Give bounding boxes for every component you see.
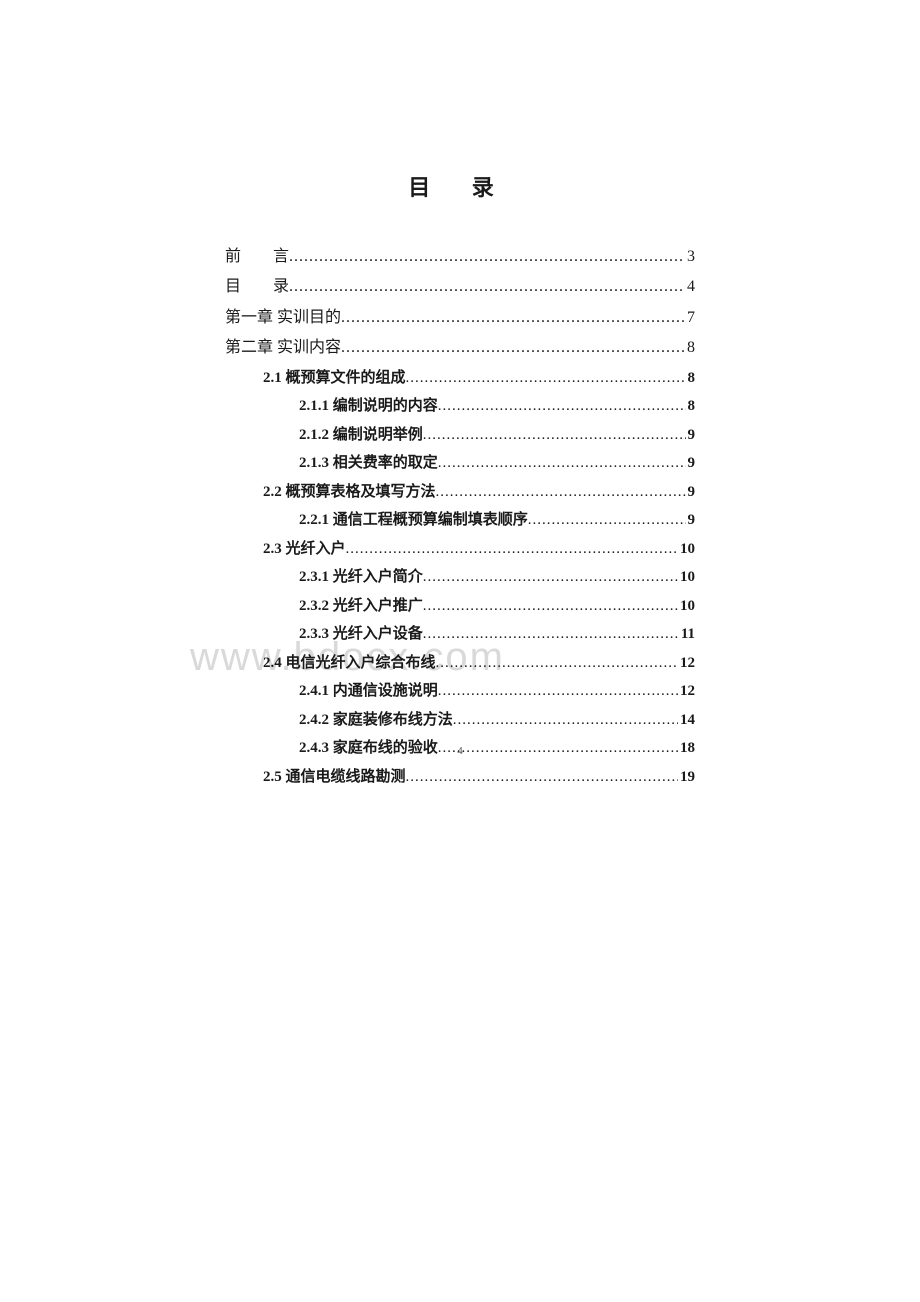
toc-leader-dots: [406, 763, 678, 792]
toc-page-number: 8: [685, 333, 695, 363]
toc-leader-dots: [438, 449, 686, 478]
toc-entry: 2.1 概预算文件的组成 8: [225, 364, 695, 393]
toc-label: 第一章 实训目的: [225, 303, 341, 333]
toc-entry: 前 言 3: [225, 242, 695, 272]
toc-leader-dots: [423, 421, 686, 450]
toc-leader-dots: [438, 734, 678, 763]
toc-leader-dots: [423, 563, 678, 592]
toc-leader-dots: [438, 392, 686, 421]
toc-leader-dots: [346, 535, 678, 564]
toc-page-number: 9: [686, 421, 696, 450]
toc-entry: 2.3.3 光纤入户设备 11: [225, 620, 695, 649]
toc-entry: 2.3.2 光纤入户推广 10: [225, 592, 695, 621]
toc-label: 2.4.1 内通信设施说明: [299, 677, 438, 706]
toc-label: 2.1 概预算文件的组成: [263, 364, 406, 393]
toc-label: 2.4 电信光纤入户综合布线: [263, 649, 436, 678]
toc-page-number: 9: [686, 506, 696, 535]
toc-entry: 2.4.3 家庭布线的验收 18: [225, 734, 695, 763]
toc-page-number: 8: [686, 364, 696, 393]
toc-label: 2.3.1 光纤入户简介: [299, 563, 423, 592]
toc-page-number: 7: [685, 303, 695, 333]
toc-leader-dots: [436, 478, 686, 507]
toc-label: 2.1.3 相关费率的取定: [299, 449, 438, 478]
toc-page-number: 18: [678, 734, 695, 763]
toc-label: 2.3.3 光纤入户设备: [299, 620, 423, 649]
toc-page-number: 14: [678, 706, 695, 735]
toc-page-number: 10: [678, 592, 695, 621]
toc-page-number: 3: [685, 242, 695, 272]
toc-label: 2.5 通信电缆线路勘测: [263, 763, 406, 792]
toc-label: 2.1.1 编制说明的内容: [299, 392, 438, 421]
toc-leader-dots: [341, 333, 685, 363]
toc-entry: 2.4.2 家庭装修布线方法 14: [225, 706, 695, 735]
toc-entry: 2.2 概预算表格及填写方法 9: [225, 478, 695, 507]
toc-label: 2.4.2 家庭装修布线方法: [299, 706, 453, 735]
toc-entry: 2.4 电信光纤入户综合布线 12: [225, 649, 695, 678]
toc-leader-dots: [528, 506, 686, 535]
toc-entry: 第一章 实训目的 7: [225, 303, 695, 333]
toc-entry: 2.1.3 相关费率的取定 9: [225, 449, 695, 478]
toc-title: 目 录: [225, 170, 695, 202]
toc-label: 2.1.2 编制说明举例: [299, 421, 423, 450]
page-container: www.bdocx.com 目 录 前 言3目 录4第一章 实训目的7第二章 实…: [0, 0, 920, 1302]
toc-label: 目 录: [225, 272, 289, 302]
toc-label: 2.2.1 通信工程概预算编制填表顺序: [299, 506, 528, 535]
toc-leader-dots: [436, 649, 678, 678]
toc-leader-dots: [289, 242, 685, 272]
toc-entry: 目 录 4: [225, 272, 695, 302]
toc-entry: 2.5 通信电缆线路勘测 19: [225, 763, 695, 792]
toc-label: 2.3 光纤入户: [263, 535, 346, 564]
toc-leader-dots: [341, 303, 685, 333]
toc-entry: 2.1.1 编制说明的内容 8: [225, 392, 695, 421]
toc-entry: 2.3.1 光纤入户简介 10: [225, 563, 695, 592]
toc-label: 前 言: [225, 242, 289, 272]
toc-page-number: 4: [685, 272, 695, 302]
toc-leader-dots: [289, 272, 685, 302]
toc-page-number: 10: [678, 563, 695, 592]
toc-page-number: 9: [686, 478, 696, 507]
toc-entry: 2.4.1 内通信设施说明 12: [225, 677, 695, 706]
toc-entry: 第二章 实训内容 8: [225, 333, 695, 363]
toc-list: 前 言3目 录4第一章 实训目的7第二章 实训内容82.1 概预算文件的组成 8…: [225, 242, 695, 791]
toc-page-number: 8: [686, 392, 696, 421]
toc-page-number: 19: [678, 763, 695, 792]
toc-entry: 2.1.2 编制说明举例 9: [225, 421, 695, 450]
toc-label: 2.2 概预算表格及填写方法: [263, 478, 436, 507]
toc-leader-dots: [453, 706, 678, 735]
toc-leader-dots: [438, 677, 678, 706]
toc-page-number: 12: [678, 649, 695, 678]
toc-entry: 2.2.1 通信工程概预算编制填表顺序 9: [225, 506, 695, 535]
toc-entry: 2.3 光纤入户 10: [225, 535, 695, 564]
toc-page-number: 12: [678, 677, 695, 706]
toc-label: 2.3.2 光纤入户推广: [299, 592, 423, 621]
toc-page-number: 10: [678, 535, 695, 564]
toc-leader-dots: [423, 620, 679, 649]
toc-label: 第二章 实训内容: [225, 333, 341, 363]
toc-page-number: 9: [686, 449, 696, 478]
toc-page-number: 11: [679, 620, 695, 649]
toc-leader-dots: [423, 592, 678, 621]
toc-label: 2.4.3 家庭布线的验收: [299, 734, 438, 763]
toc-leader-dots: [406, 364, 686, 393]
